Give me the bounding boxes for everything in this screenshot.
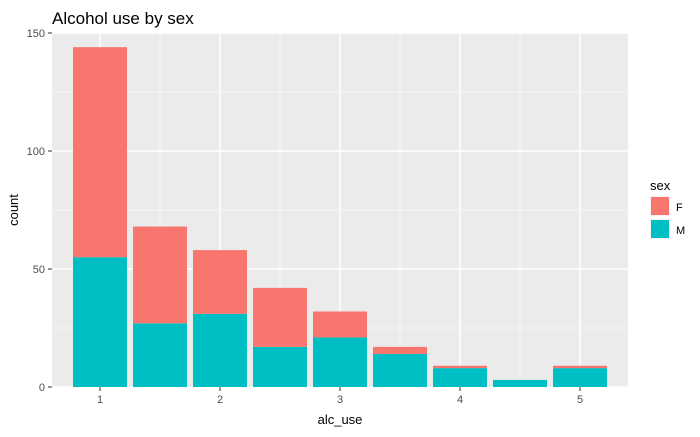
y-tick-label: 100 <box>27 146 45 158</box>
bar-M-2 <box>193 313 247 387</box>
x-tick-label: 5 <box>577 394 583 406</box>
x-tick-label: 2 <box>217 394 223 406</box>
legend-label-F: F <box>676 202 683 214</box>
legend-key-F <box>651 197 669 215</box>
bar-F-3 <box>313 311 367 338</box>
bar-M-2.5 <box>253 346 307 387</box>
legend: sex FM <box>650 178 685 239</box>
bar-F-2 <box>193 250 247 314</box>
bar-F-1.5 <box>133 226 187 324</box>
y-tick-label: 50 <box>33 264 45 276</box>
x-tick-label: 3 <box>337 394 343 406</box>
bar-F-5 <box>553 365 607 369</box>
x-tick-label: 1 <box>97 394 103 406</box>
y-axis-label: count <box>6 194 21 226</box>
x-tick-label: 4 <box>457 394 463 406</box>
bar-F-2.5 <box>253 287 307 347</box>
chart-title: Alcohol use by sex <box>52 9 194 28</box>
bar-M-5 <box>553 368 607 387</box>
bars <box>73 47 607 387</box>
bar-M-4 <box>433 368 487 387</box>
y-axis: 0 50 100 150 <box>27 28 52 394</box>
bar-M-3.5 <box>373 353 427 387</box>
y-tick-label: 0 <box>39 382 45 394</box>
legend-key-M <box>651 220 669 238</box>
bar-M-3 <box>313 337 367 387</box>
bar-F-3.5 <box>373 346 427 354</box>
bar-M-1 <box>73 257 127 387</box>
bar-M-4.5 <box>493 379 547 387</box>
bar-F-4 <box>433 365 487 369</box>
bar-M-1.5 <box>133 323 187 387</box>
legend-title: sex <box>650 178 671 193</box>
bar-F-1 <box>73 47 127 258</box>
y-tick-label: 150 <box>27 28 45 40</box>
x-axis: 1 2 3 4 5 <box>97 387 583 406</box>
legend-label-M: M <box>676 225 685 237</box>
x-axis-label: alc_use <box>318 412 363 427</box>
